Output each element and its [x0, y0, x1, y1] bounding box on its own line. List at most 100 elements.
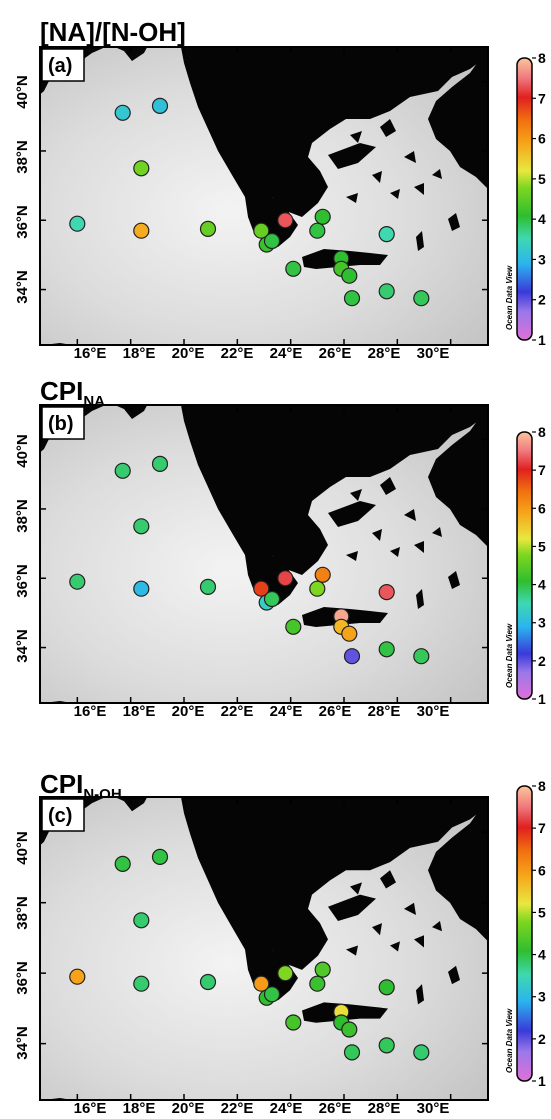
station-marker [133, 160, 150, 177]
map-frame [39, 796, 489, 1101]
lat-tick-label: 36°N [14, 961, 31, 995]
lat-tick-label: 38°N [14, 896, 31, 930]
lon-tick-label: 18°E [123, 703, 156, 720]
lat-tick-label: 38°N [14, 140, 31, 174]
station-marker [133, 912, 150, 929]
colorbar-tick-label: 1 [538, 1073, 546, 1089]
lon-tick-label: 22°E [221, 345, 254, 362]
lon-tick-label: 30°E [417, 345, 450, 362]
station-marker [253, 222, 270, 239]
colorbar-gradient [516, 785, 533, 1082]
colorbar-tick-label: 7 [538, 90, 546, 106]
colorbar-tick-label: 8 [538, 424, 546, 440]
panel-label-box [41, 798, 85, 832]
colorbar-tick-label: 4 [538, 211, 546, 227]
map-area [40, 405, 488, 703]
lon-tick-label: 22°E [221, 1100, 254, 1117]
station-marker [341, 267, 358, 284]
station-marker [378, 1037, 395, 1054]
lon-tick-label: 24°E [270, 1100, 303, 1117]
lon-tick-label: 20°E [172, 703, 205, 720]
station-marker [413, 1044, 430, 1061]
station-marker [114, 855, 131, 873]
station-marker [263, 590, 281, 608]
map-frame [39, 404, 489, 704]
lon-tick-label: 30°E [417, 703, 450, 720]
lon-tick-label: 24°E [270, 703, 303, 720]
lon-tick-label: 18°E [123, 1100, 156, 1117]
colorbar-tick-label: 3 [538, 989, 546, 1005]
station-marker [133, 975, 150, 992]
station-marker [263, 986, 281, 1003]
colorbar [516, 785, 536, 1082]
lon-tick-label: 22°E [221, 703, 254, 720]
lon-tick-label: 16°E [74, 345, 107, 362]
station-marker [314, 566, 331, 583]
colorbar-tick-label: 8 [538, 50, 546, 66]
station-marker [151, 848, 169, 866]
colorbar [516, 57, 536, 341]
watermark-a: Ocean Data View [505, 265, 514, 330]
colorbar-tick-label: 6 [538, 500, 546, 516]
lon-tick-label: 28°E [368, 703, 401, 720]
panel-title: [NA]/[N-OH] [40, 17, 186, 47]
station-marker [263, 232, 281, 250]
station-marker [378, 979, 395, 996]
colorbar-tick-label: 2 [538, 292, 546, 308]
station-marker [151, 97, 169, 115]
colorbar-tick-label: 3 [538, 251, 546, 267]
station-marker [285, 1014, 302, 1031]
station-marker [277, 212, 294, 229]
colorbar-tick-label: 2 [538, 1031, 546, 1047]
lon-tick-label: 28°E [368, 345, 401, 362]
station-marker [285, 618, 302, 635]
station-marker [378, 226, 395, 243]
station-marker [69, 215, 86, 232]
colorbar-tick-label: 4 [538, 947, 546, 963]
station-marker [314, 208, 331, 225]
lon-tick-label: 18°E [123, 345, 156, 362]
colorbar-tick-label: 1 [538, 332, 546, 348]
station-marker [309, 580, 326, 597]
watermark-b: Ocean Data View [505, 623, 514, 688]
colorbar-tick-label: 8 [538, 778, 546, 794]
station-marker [133, 580, 150, 597]
colorbar-tick-label: 5 [538, 904, 546, 920]
lat-tick-label: 34°N [14, 270, 31, 304]
station-marker [114, 462, 131, 479]
lon-tick-label: 30°E [417, 1100, 450, 1117]
colorbar-tick-label: 2 [538, 653, 546, 669]
station-marker [133, 222, 150, 239]
longitude-labels-c: 16°E 18°E 20°E 22°E 24°E 26°E 28°E 30°E [74, 1100, 450, 1117]
colorbar-labels-b: 1 2 3 4 5 6 7 8 [538, 424, 546, 707]
longitude-labels-a: 16°E 18°E 20°E 22°E 24°E 26°E 28°E 30°E [74, 345, 450, 362]
station-marker [343, 290, 361, 307]
map-panel-a: [NA]/[N-OH] (a) [39, 17, 536, 346]
colorbar-tick-label: 4 [538, 577, 546, 593]
station-marker [253, 975, 270, 992]
lat-tick-label: 34°N [14, 629, 31, 663]
lon-tick-label: 26°E [319, 1100, 352, 1117]
latitude-labels-c: 34°N 36°N 38°N 40°N [14, 831, 31, 1060]
station-marker [341, 1021, 358, 1038]
station-marker [413, 648, 430, 665]
lon-tick-label: 28°E [368, 1100, 401, 1117]
watermark-c: Ocean Data View [505, 1008, 514, 1073]
station-marker [314, 961, 331, 978]
lon-tick-label: 26°E [319, 345, 352, 362]
lon-tick-label: 16°E [74, 703, 107, 720]
station-marker [151, 455, 169, 472]
map-frame [39, 46, 489, 346]
lat-tick-label: 38°N [14, 499, 31, 533]
longitude-labels-b: 16°E 18°E 20°E 22°E 24°E 26°E 28°E 30°E [74, 703, 450, 720]
panel-label: (c) [48, 805, 72, 827]
map-area [40, 797, 488, 1100]
colorbar-tick-label: 6 [538, 131, 546, 147]
colorbar-gradient [516, 57, 533, 341]
colorbar-labels-a: 1 2 3 4 5 6 7 8 [538, 50, 546, 348]
lat-tick-label: 40°N [14, 434, 31, 468]
lat-tick-label: 40°N [14, 831, 31, 865]
map-panel-b: CPINA(b) [39, 376, 536, 704]
panel-label-box [41, 406, 85, 440]
station-marker [343, 648, 361, 665]
